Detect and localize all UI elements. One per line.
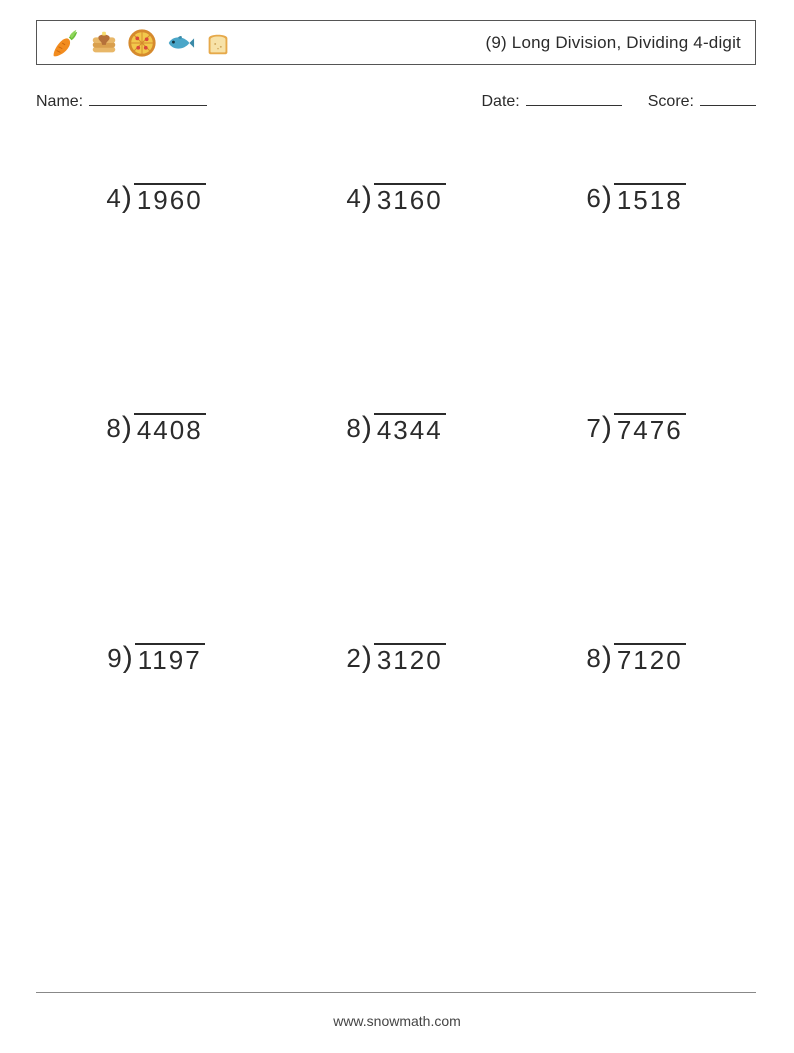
pizza-icon — [127, 28, 157, 58]
division-bracket: ) — [602, 643, 613, 673]
dividend: 1518 — [614, 183, 686, 213]
score-blank[interactable] — [700, 88, 756, 106]
dividend: 1960 — [134, 183, 206, 213]
long-division: 4 ) 1960 — [106, 185, 205, 215]
fish-icon — [165, 28, 195, 58]
division-bracket: ) — [362, 643, 373, 673]
date-blank[interactable] — [526, 88, 622, 106]
problem-cell: 8 ) 7120 — [516, 605, 756, 835]
problem-cell: 8 ) 4408 — [36, 375, 276, 605]
footer-text: www.snowmath.com — [0, 1013, 794, 1029]
problems-grid: 4 ) 1960 4 ) 3160 6 ) 1518 8 ) 4408 — [36, 145, 756, 835]
pancakes-icon — [89, 28, 119, 58]
name-label: Name: — [36, 93, 83, 111]
score-label: Score: — [648, 93, 694, 111]
worksheet-title: (9) Long Division, Dividing 4-digit — [485, 33, 741, 53]
dividend: 1197 — [135, 643, 205, 673]
division-bracket: ) — [602, 183, 613, 213]
bread-icon — [203, 28, 233, 58]
header-bar: (9) Long Division, Dividing 4-digit — [36, 20, 756, 65]
meta-row: Name: Date: Score: — [36, 88, 756, 111]
long-division: 6 ) 1518 — [586, 185, 685, 215]
footer-divider — [36, 992, 756, 993]
dividend: 7476 — [614, 413, 686, 443]
dividend: 4344 — [374, 413, 446, 443]
long-division: 8 ) 7120 — [586, 645, 685, 675]
problem-cell: 6 ) 1518 — [516, 145, 756, 375]
problem-cell: 2 ) 3120 — [276, 605, 516, 835]
division-bracket: ) — [122, 413, 133, 443]
division-bracket: ) — [122, 183, 133, 213]
worksheet-page: (9) Long Division, Dividing 4-digit Name… — [0, 0, 794, 1053]
problem-cell: 4 ) 1960 — [36, 145, 276, 375]
long-division: 7 ) 7476 — [586, 415, 685, 445]
division-bracket: ) — [602, 413, 613, 443]
long-division: 2 ) 3120 — [346, 645, 445, 675]
header-icons — [51, 28, 233, 58]
long-division: 8 ) 4408 — [106, 415, 205, 445]
division-bracket: ) — [362, 413, 373, 443]
problem-cell: 7 ) 7476 — [516, 375, 756, 605]
name-blank[interactable] — [89, 88, 207, 106]
problem-cell: 9 ) 1197 — [36, 605, 276, 835]
long-division: 8 ) 4344 — [346, 415, 445, 445]
dividend: 3160 — [374, 183, 446, 213]
division-bracket: ) — [362, 183, 373, 213]
problem-cell: 8 ) 4344 — [276, 375, 516, 605]
dividend: 7120 — [614, 643, 686, 673]
meta-name: Name: — [36, 88, 207, 111]
dividend: 3120 — [374, 643, 446, 673]
date-label: Date: — [482, 93, 520, 111]
dividend: 4408 — [134, 413, 206, 443]
carrot-icon — [51, 28, 81, 58]
problem-cell: 4 ) 3160 — [276, 145, 516, 375]
division-bracket: ) — [123, 643, 134, 673]
long-division: 9 ) 1197 — [107, 645, 204, 675]
long-division: 4 ) 3160 — [346, 185, 445, 215]
